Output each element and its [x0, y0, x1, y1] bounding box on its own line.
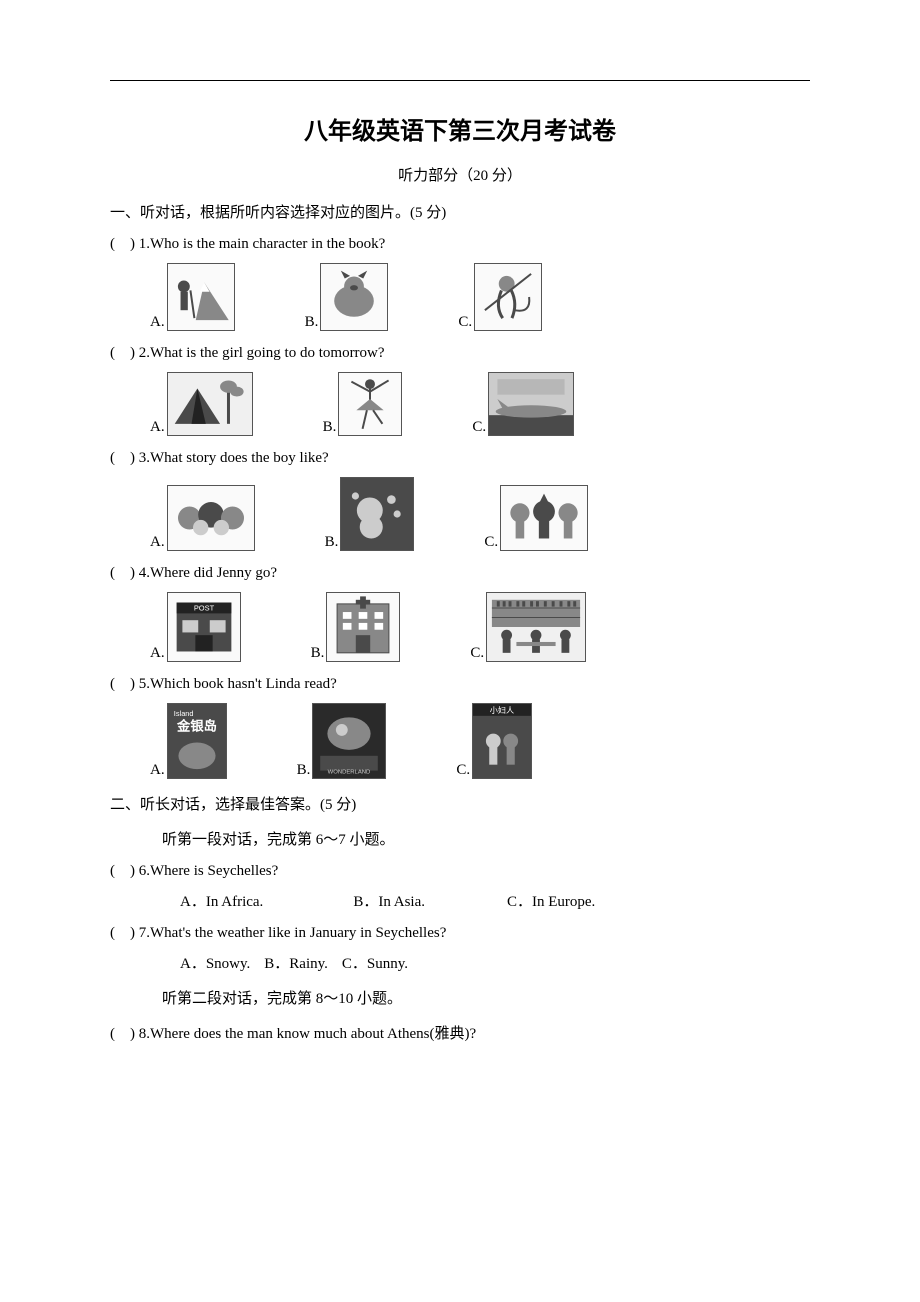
option-C[interactable]: C．Sunny.	[342, 952, 408, 973]
question-6: ( ) 6.Where is Seychelles? A．In Africa. B．…	[110, 863, 810, 911]
question-7-line: ( ) 7.What's the weather like in January…	[110, 925, 810, 942]
option-C[interactable]: C.	[458, 263, 542, 331]
question-text: What story does the boy like?	[150, 450, 329, 466]
question-text: What is the girl going to do tomorrow?	[150, 345, 385, 361]
option-C[interactable]: C.	[484, 485, 588, 551]
question-6-line: ( ) 6.Where is Seychelles?	[110, 863, 810, 880]
option-label: A.	[150, 419, 165, 436]
options-row: A. B. C.	[150, 263, 810, 331]
question-4: ( ) 4.Where did Jenny go?	[110, 565, 810, 582]
book3-icon: 小妇人	[472, 703, 532, 779]
tent-icon	[167, 372, 253, 436]
top-rule	[110, 80, 810, 81]
exam-title: 八年级英语下第三次月考试卷	[110, 111, 810, 146]
options-row: A. B. C.	[150, 477, 810, 551]
monkey-king-icon	[474, 263, 542, 331]
option-B[interactable]: B.	[305, 263, 389, 331]
options-row: A. Island 金银岛 B. WONDERLAND C. 小妇人	[150, 703, 810, 779]
option-label: B.	[325, 534, 339, 551]
option-label: B.	[297, 762, 311, 779]
text-options: A．In Africa. B．In Asia. C．In Europe.	[180, 890, 810, 911]
option-label: A.	[150, 762, 165, 779]
section1-heading: 一、听对话，根据所听内容选择对应的图片。(5 分)	[110, 201, 810, 222]
option-C[interactable]: C．In Europe.	[507, 890, 595, 911]
exam-subtitle: 听力部分（20 分）	[110, 164, 810, 185]
option-B[interactable]: B.	[311, 592, 401, 662]
question-8: ( ) 8.Where does the man know much about…	[110, 1022, 810, 1043]
question-text: Which book hasn't Linda read?	[150, 676, 337, 692]
option-label: A.	[150, 645, 165, 662]
question-2: ( ) 2.What is the girl going to do tomor…	[110, 345, 810, 362]
book1-icon: Island 金银岛	[167, 703, 227, 779]
plane-icon	[488, 372, 574, 436]
question-8-line: ( ) 8.Where does the man know much about…	[110, 1022, 810, 1043]
question-number: 3	[139, 450, 147, 466]
question-number: 5	[139, 676, 147, 692]
question-1: ( ) 1.Who is the main character in the b…	[110, 236, 810, 253]
question-3: ( ) 3.What story does the boy like?	[110, 450, 810, 467]
post-office-icon: POST	[167, 592, 241, 662]
option-B[interactable]: B．Rainy.	[264, 952, 328, 973]
cartoon2-icon	[340, 477, 414, 551]
option-label: C.	[484, 534, 498, 551]
hospital-icon	[326, 592, 400, 662]
question-text: Where does the man know much about Athen…	[150, 1026, 476, 1042]
question-number: 7	[139, 925, 147, 941]
svg-text:POST: POST	[193, 604, 214, 613]
svg-text:WONDERLAND: WONDERLAND	[328, 770, 371, 776]
question-text: What's the weather like in January in Se…	[150, 925, 446, 941]
option-C[interactable]: C. 小妇人	[456, 703, 532, 779]
svg-text:Island: Island	[173, 709, 193, 718]
question-number: 6	[139, 863, 147, 879]
section2-heading: 二、听长对话，选择最佳答案。(5 分)	[110, 793, 810, 814]
option-label: B.	[311, 645, 325, 662]
cartoon1-icon	[167, 485, 255, 551]
option-A[interactable]: A. POST	[150, 592, 241, 662]
option-A[interactable]: A. Island 金银岛	[150, 703, 227, 779]
option-B[interactable]: B.	[325, 477, 415, 551]
text-options: A．Snowy. B．Rainy. C．Sunny.	[180, 952, 810, 973]
svg-text:小妇人: 小妇人	[490, 705, 514, 715]
option-C[interactable]: C.	[470, 592, 586, 662]
option-A[interactable]: A.	[150, 372, 253, 436]
pig-icon	[320, 263, 388, 331]
option-A[interactable]: A．In Africa.	[180, 890, 263, 911]
option-label: B.	[305, 314, 319, 331]
option-label: C.	[472, 419, 486, 436]
question-7: ( ) 7.What's the weather like in January…	[110, 925, 810, 973]
mountain-man-icon	[167, 263, 235, 331]
question-number: 1	[139, 236, 147, 252]
option-A[interactable]: A.	[150, 485, 255, 551]
option-label: A.	[150, 314, 165, 331]
question-5: ( ) 5.Which book hasn't Linda read?	[110, 676, 810, 693]
option-label: A.	[150, 534, 165, 551]
option-label: C.	[470, 645, 484, 662]
ballerina-icon	[338, 372, 402, 436]
options-row: A. B. C.	[150, 372, 810, 436]
option-B[interactable]: B. WONDERLAND	[297, 703, 387, 779]
option-B[interactable]: B.	[323, 372, 403, 436]
book2-icon: WONDERLAND	[312, 703, 386, 779]
page: 八年级英语下第三次月考试卷 听力部分（20 分） 一、听对话，根据所听内容选择对…	[0, 0, 920, 1302]
question-number: 8	[139, 1026, 147, 1042]
options-row: A. POST B. C.	[150, 592, 810, 662]
question-text: Who is the main character in the book?	[150, 236, 385, 252]
option-label: B.	[323, 419, 337, 436]
question-text: Where is Seychelles?	[150, 863, 278, 879]
library-icon	[486, 592, 586, 662]
option-label: C.	[456, 762, 470, 779]
section2-intro2: 听第二段对话，完成第 8～10 小题。	[162, 987, 810, 1008]
question-text: Where did Jenny go?	[150, 565, 277, 581]
question-number: 4	[139, 565, 147, 581]
svg-text:金银岛: 金银岛	[176, 718, 217, 734]
option-A[interactable]: A．Snowy.	[180, 952, 250, 973]
option-A[interactable]: A.	[150, 263, 235, 331]
question-number: 2	[139, 345, 147, 361]
section2-intro1: 听第一段对话，完成第 6～7 小题。	[162, 828, 810, 849]
option-B[interactable]: B．In Asia.	[353, 890, 425, 911]
section1-questions: ( ) 1.Who is the main character in the b…	[110, 236, 810, 779]
option-label: C.	[458, 314, 472, 331]
cartoon3-icon	[500, 485, 588, 551]
option-C[interactable]: C.	[472, 372, 574, 436]
